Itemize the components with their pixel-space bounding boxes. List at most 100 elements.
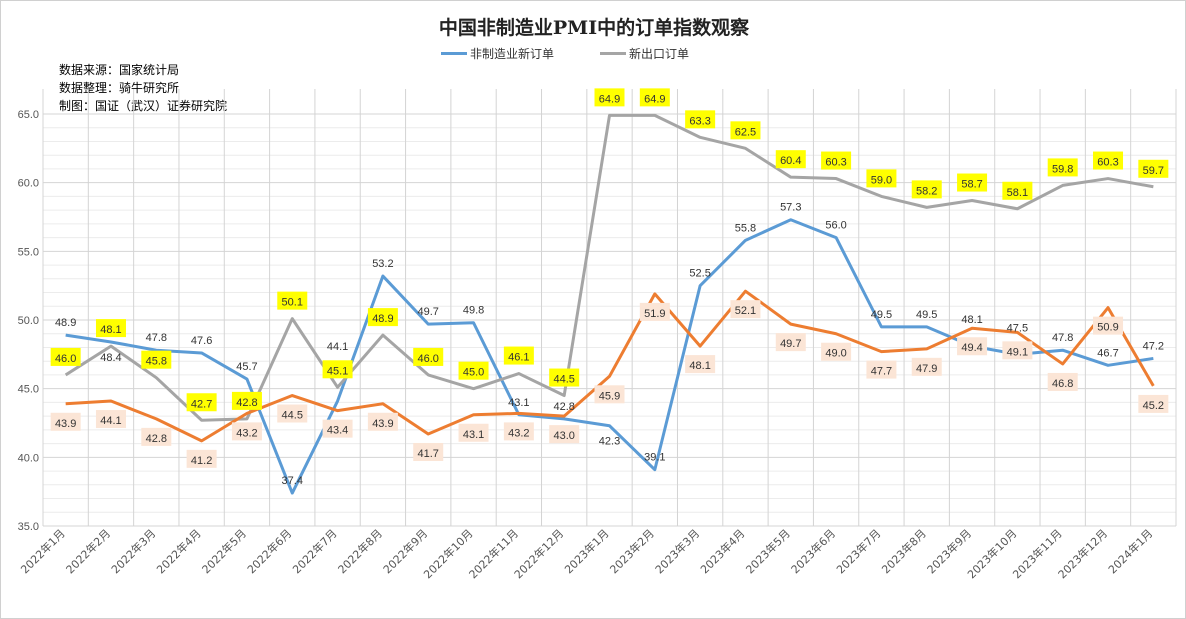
data-label: 43.2 (236, 427, 257, 439)
note-compiled: 数据整理：骑牛研究所 (59, 81, 180, 95)
data-label-bg (866, 360, 897, 379)
data-label: 43.1 (508, 397, 529, 409)
data-label-bg (957, 337, 988, 356)
data-label-bg (1002, 181, 1033, 200)
x-tick-label: 2023年2月 (607, 526, 657, 576)
data-label: 45.2 (1143, 400, 1164, 412)
x-tick-label: 2022年8月 (335, 526, 385, 576)
data-label-bg (503, 422, 534, 441)
data-label: 47.9 (916, 363, 937, 375)
data-label: 44.1 (100, 415, 121, 427)
data-label-bg (413, 442, 444, 461)
data-label: 43.9 (372, 418, 393, 430)
data-label-bg (458, 423, 489, 442)
x-tick-label: 2023年6月 (788, 526, 838, 576)
x-tick-label: 2023年9月 (924, 526, 974, 576)
data-label: 46.7 (1097, 347, 1118, 359)
x-tick-label: 2023年7月 (833, 526, 883, 576)
data-label: 43.1 (463, 429, 484, 441)
data-label: 49.0 (825, 348, 846, 360)
x-tick-label: 2022年4月 (154, 526, 204, 576)
data-label-bg (141, 350, 172, 369)
legend-item-new-orders: 非制造业新订单 (441, 45, 554, 62)
legend-label: 非制造业新订单 (470, 47, 555, 61)
data-label-bg (1002, 341, 1033, 360)
y-tick-label: 45.0 (18, 384, 39, 396)
data-label-bg (1138, 159, 1169, 178)
series-line-1 (64, 113, 1154, 422)
x-tick-label: 2023年8月 (879, 526, 929, 576)
data-label-bg (367, 412, 398, 431)
data-label: 41.7 (418, 448, 439, 460)
data-label: 47.2 (1143, 340, 1164, 352)
legend: 非制造业新订单 新出口订单 (441, 45, 689, 62)
data-label: 49.4 (961, 342, 982, 354)
data-label: 57.3 (780, 202, 801, 214)
data-label: 42.8 (236, 397, 257, 409)
data-label-bg (866, 169, 897, 188)
y-tick-label: 60.0 (18, 178, 39, 190)
y-tick-label: 40.0 (18, 452, 39, 464)
data-label-bg (594, 385, 625, 404)
data-label: 45.7 (236, 361, 257, 373)
data-label: 48.1 (689, 360, 710, 372)
legend-swatch (441, 52, 467, 55)
data-label-bg (322, 360, 353, 379)
data-label: 48.4 (100, 352, 121, 364)
data-label: 52.1 (735, 305, 756, 317)
data-label-bg (367, 308, 398, 327)
data-label-bg (95, 410, 126, 429)
data-label: 51.9 (644, 308, 665, 320)
data-label: 45.9 (599, 390, 620, 402)
x-tick-label: 2022年3月 (108, 526, 158, 576)
data-label-bg (413, 347, 444, 366)
y-tick-label: 65.0 (18, 109, 39, 121)
data-label-bg (639, 88, 670, 107)
source-notes: 数据来源：国家统计局 数据整理：骑牛研究所 制图：国证（武汉）证券研究院 (59, 61, 227, 115)
data-label: 58.2 (916, 185, 937, 197)
data-label: 49.7 (418, 306, 439, 318)
x-tick-label: 2022年6月 (244, 526, 294, 576)
data-label-bg (911, 357, 942, 376)
data-label: 50.9 (1097, 322, 1118, 334)
data-label: 37.4 (282, 475, 303, 487)
data-label: 58.1 (1007, 187, 1028, 199)
data-label: 42.3 (599, 436, 620, 448)
data-label: 41.2 (191, 455, 212, 467)
data-label-bg (322, 419, 353, 438)
data-label: 50.1 (282, 297, 303, 309)
data-label: 48.9 (372, 313, 393, 325)
data-label: 46.8 (1052, 378, 1073, 390)
data-label-bg (1047, 158, 1078, 177)
data-label: 47.5 (1007, 322, 1028, 334)
data-label-bg (821, 342, 852, 361)
series-line-0 (65, 218, 1154, 495)
data-label: 63.3 (689, 115, 710, 127)
data-label-bg (639, 302, 670, 321)
data-label-bg (95, 319, 126, 338)
data-label: 49.1 (1007, 346, 1028, 358)
data-label: 58.7 (961, 179, 982, 191)
data-label: 43.0 (553, 430, 574, 442)
data-label-bg (911, 180, 942, 199)
data-label: 48.1 (100, 324, 121, 336)
data-label: 60.3 (1097, 157, 1118, 169)
data-label: 53.2 (372, 258, 393, 270)
data-label-bg (186, 393, 217, 412)
data-label-bg (277, 404, 308, 423)
data-label: 49.8 (463, 305, 484, 317)
data-label: 42.8 (553, 401, 574, 413)
data-label: 45.0 (463, 367, 484, 379)
data-label: 44.5 (282, 410, 303, 422)
data-label-bg (685, 110, 716, 129)
data-label-bg (458, 361, 489, 380)
data-label-bg (1047, 372, 1078, 391)
data-label: 60.3 (825, 157, 846, 169)
data-label: 49.5 (871, 309, 892, 321)
data-label: 59.7 (1143, 165, 1164, 177)
legend-item-export-orders: 新出口订单 (600, 45, 689, 62)
data-label-bg (503, 346, 534, 365)
y-tick-label: 35.0 (18, 521, 39, 533)
